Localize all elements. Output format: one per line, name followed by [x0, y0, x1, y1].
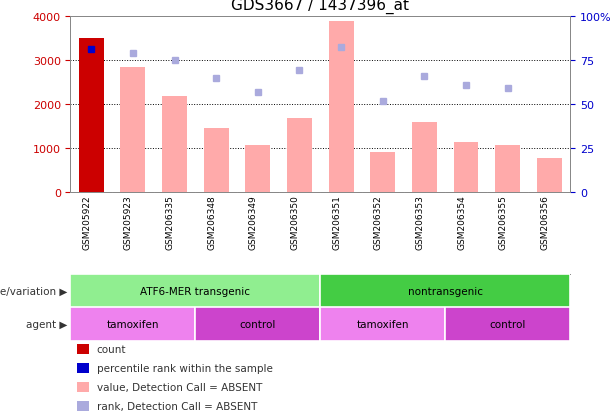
Text: control: control	[489, 319, 526, 329]
Bar	[120, 68, 145, 192]
Bar	[412, 123, 437, 192]
Bar	[77, 363, 89, 373]
Text: rank, Detection Call = ABSENT: rank, Detection Call = ABSENT	[97, 401, 257, 411]
Bar	[70, 308, 196, 341]
Text: genotype/variation ▶: genotype/variation ▶	[0, 286, 67, 296]
Bar	[370, 152, 395, 192]
Text: GSM206353: GSM206353	[416, 195, 424, 249]
Text: GSM206348: GSM206348	[207, 195, 216, 249]
Text: count: count	[97, 344, 126, 354]
Bar	[454, 143, 479, 192]
Text: GSM206355: GSM206355	[498, 195, 508, 249]
Text: GSM206354: GSM206354	[457, 195, 466, 249]
Text: GSM205922: GSM205922	[82, 195, 91, 249]
Bar	[204, 129, 229, 192]
Text: ATF6-MER transgenic: ATF6-MER transgenic	[140, 286, 250, 296]
Bar	[287, 119, 312, 192]
Text: value, Detection Call = ABSENT: value, Detection Call = ABSENT	[97, 382, 262, 392]
Text: GSM206352: GSM206352	[374, 195, 383, 249]
Bar	[321, 275, 570, 308]
Text: tamoxifen: tamoxifen	[107, 319, 159, 329]
Text: GSM206335: GSM206335	[166, 195, 175, 249]
Bar	[77, 382, 89, 392]
Bar	[70, 275, 321, 308]
Bar	[77, 344, 89, 354]
Text: GSM206356: GSM206356	[540, 195, 549, 249]
Bar	[79, 38, 104, 192]
Bar	[495, 146, 520, 192]
Bar	[245, 146, 270, 192]
Text: percentile rank within the sample: percentile rank within the sample	[97, 363, 273, 373]
Bar	[162, 96, 187, 192]
Text: GSM206350: GSM206350	[291, 195, 300, 249]
Bar	[445, 308, 570, 341]
Title: GDS3667 / 1437396_at: GDS3667 / 1437396_at	[231, 0, 409, 14]
Text: tamoxifen: tamoxifen	[357, 319, 409, 329]
Text: control: control	[240, 319, 276, 329]
Bar	[329, 22, 354, 192]
Bar	[196, 308, 321, 341]
Text: GSM205923: GSM205923	[124, 195, 133, 249]
Bar	[77, 401, 89, 411]
Text: GSM206351: GSM206351	[332, 195, 341, 249]
Text: GSM206349: GSM206349	[249, 195, 258, 249]
Bar	[321, 308, 445, 341]
Bar	[537, 159, 562, 192]
Text: agent ▶: agent ▶	[26, 319, 67, 329]
Text: nontransgenic: nontransgenic	[408, 286, 482, 296]
